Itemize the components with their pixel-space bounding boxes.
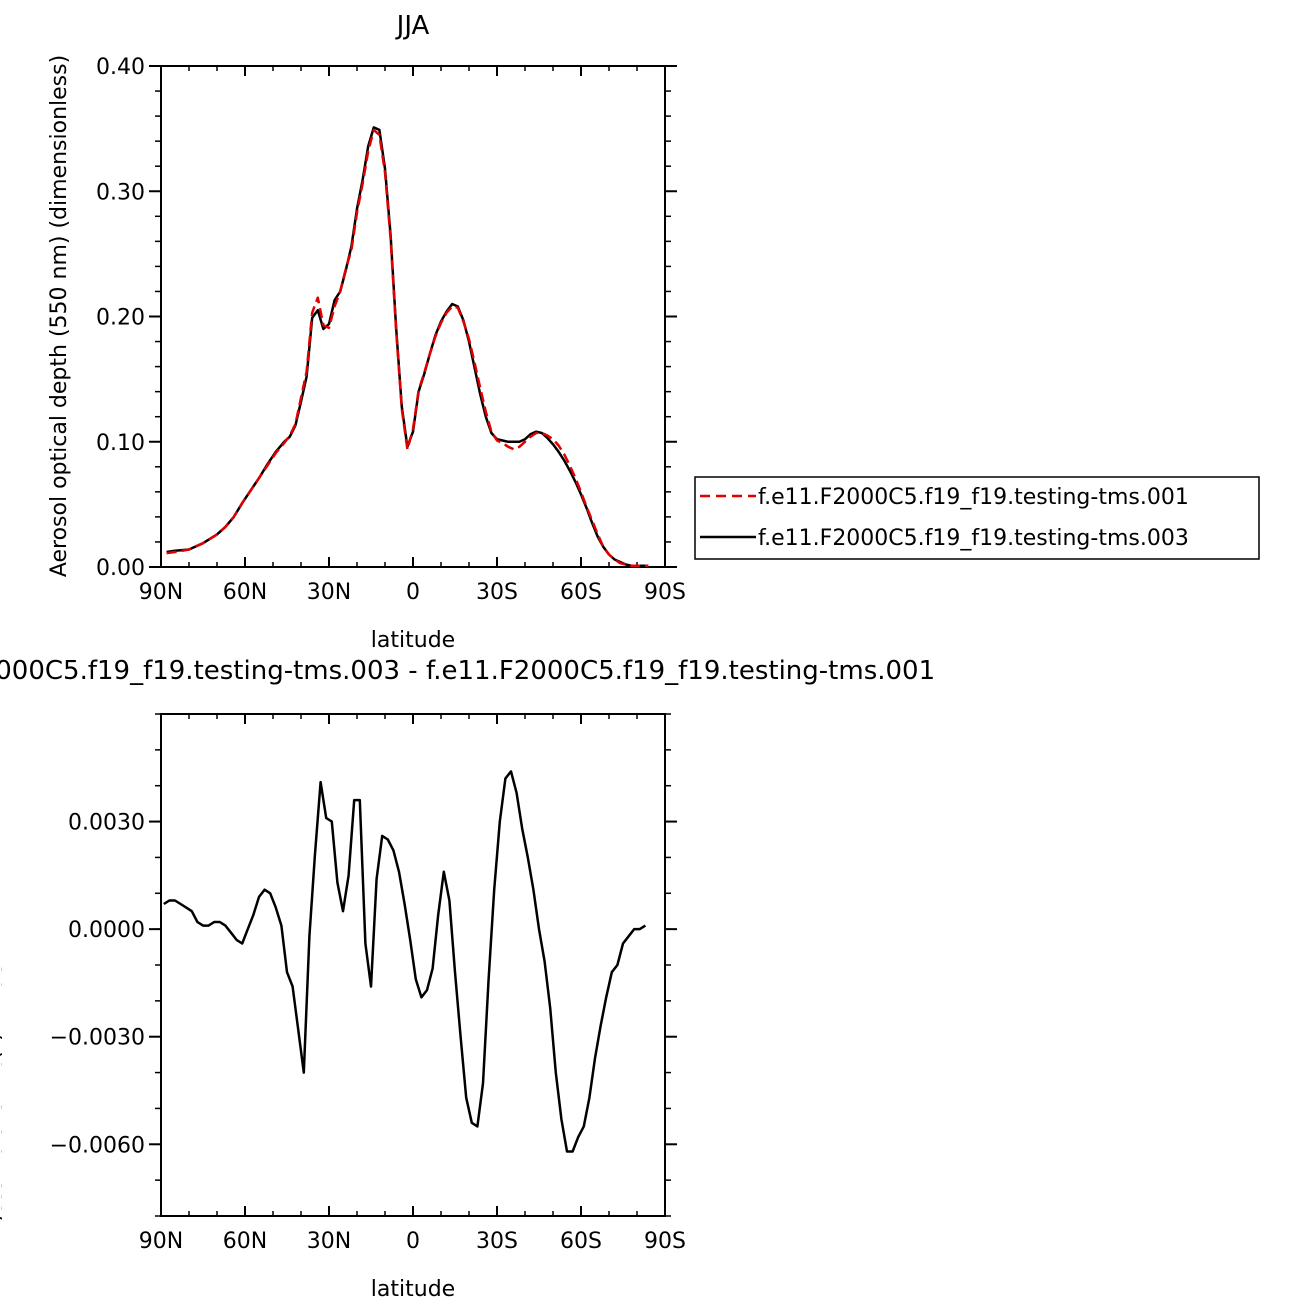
bottom-panel: f.e11.F2000C5.f19_f19.testing-tms.003 - …	[0, 656, 935, 1302]
legend-label-series-2: f.e11.F2000C5.f19_f19.testing-tms.003	[758, 526, 1189, 551]
top-axis-ticks: 90N 60N 30N 0 30S 60S 90S 0.00 0.10 0.20 0.30 0.40	[96, 55, 686, 605]
top-panel: JJA 90N 60N 30N 0 30S 60S 90S 0.00 0.10 0.20 0.30 0…	[47, 11, 686, 653]
top-series-1-line	[166, 128, 649, 567]
bottom-x-tick-label: 90S	[644, 1229, 686, 1254]
top-x-axis-label: latitude	[371, 628, 455, 653]
bottom-x-tick-label: 60S	[560, 1229, 602, 1254]
top-x-tick-label: 0	[406, 580, 420, 605]
bottom-y-tick-label: 0.0030	[68, 811, 145, 836]
top-y-axis-label: Aerosol optical depth (550 nm) (dimensio…	[47, 55, 72, 577]
top-chart-title: JJA	[395, 11, 430, 41]
top-x-tick-label: 90N	[139, 580, 183, 605]
top-series-group	[166, 126, 649, 567]
bottom-x-tick-label: 30S	[476, 1229, 518, 1254]
bottom-series-1-line	[163, 770, 647, 1153]
bottom-y-tick-label: 0.0000	[68, 918, 145, 943]
bottom-series-group	[163, 770, 647, 1153]
bottom-x-tick-label: 0	[406, 1229, 420, 1254]
bottom-axis-ticks: 90N 60N 30N 0 30S 60S 90S −0.0060 −0.0030 0.0000 0…	[50, 713, 686, 1254]
bottom-x-tick-label: 30N	[307, 1229, 351, 1254]
bottom-y-tick-label: −0.0060	[50, 1133, 145, 1158]
bottom-x-tick-label: 60N	[223, 1229, 267, 1254]
bottom-chart-title: f.e11.F2000C5.f19_f19.testing-tms.003 - …	[0, 656, 935, 686]
legend-label-series-1: f.e11.F2000C5.f19_f19.testing-tms.001	[758, 485, 1189, 510]
top-y-tick-label: 0.30	[96, 180, 145, 205]
bottom-y-axis-label: Aerosol optical depth (550 nm) (dimensio…	[0, 701, 21, 1223]
top-y-tick-label: 0.00	[96, 556, 145, 581]
top-plot-frame	[160, 65, 666, 568]
top-x-tick-label: 90S	[644, 580, 686, 605]
top-x-tick-label: 30N	[307, 580, 351, 605]
top-y-tick-label: 0.10	[96, 431, 145, 456]
top-x-tick-label: 60N	[223, 580, 267, 605]
top-y-tick-label: 0.40	[96, 55, 145, 80]
top-x-tick-label: 60S	[560, 580, 602, 605]
legend: f.e11.F2000C5.f19_f19.testing-tms.001 f.…	[694, 476, 1260, 560]
bottom-y-tick-label: −0.0030	[50, 1026, 145, 1051]
top-series-2-line	[166, 126, 649, 567]
bottom-x-axis-label: latitude	[371, 1277, 455, 1302]
bottom-x-tick-label: 90N	[139, 1229, 183, 1254]
top-x-tick-label: 30S	[476, 580, 518, 605]
legend-box	[694, 476, 1260, 560]
top-y-tick-label: 0.20	[96, 306, 145, 331]
